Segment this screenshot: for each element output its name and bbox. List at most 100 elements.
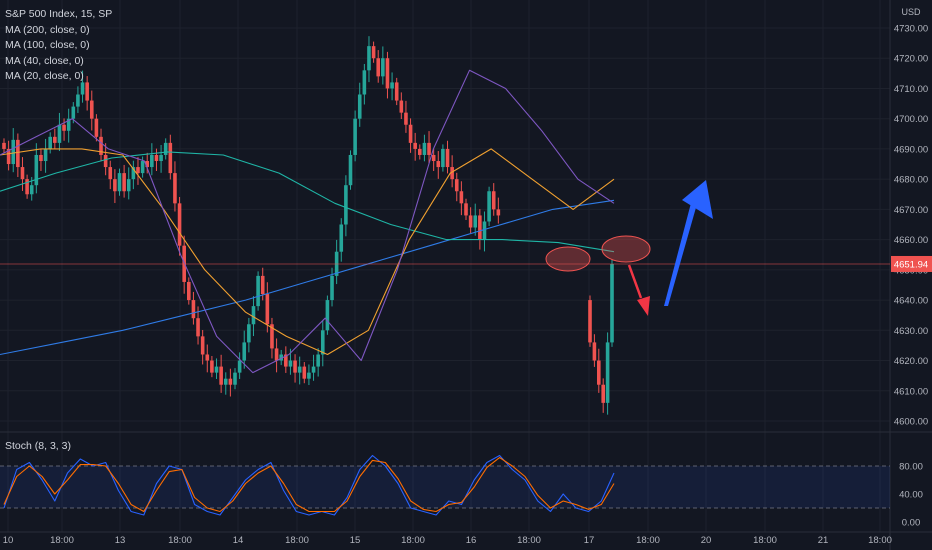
candle-body: [196, 318, 200, 337]
candle-body: [200, 336, 205, 355]
time-axis[interactable]: 10 18:00 13 18:00 14 18:00 15 18:00 16 18:00 17 18:…: [3, 535, 892, 546]
candle-body: [362, 70, 367, 95]
stoch-line-0: [3, 454, 615, 516]
ma-line-0: [0, 199, 615, 356]
candle-body: [242, 342, 247, 361]
candle-body: [478, 215, 482, 240]
price-tick-label: 4630.00: [894, 326, 928, 337]
candle-body: [381, 58, 385, 77]
stoch-tick-label: 0.00: [902, 518, 921, 529]
candle-body: [330, 275, 334, 301]
support-ellipse-left: [545, 246, 591, 272]
candle-body: [597, 360, 601, 385]
time-tick-label: 18:00: [868, 535, 892, 546]
candle-body: [11, 139, 16, 165]
candle-body: [62, 124, 66, 131]
candle-body: [394, 82, 399, 101]
red-arrow-head: [637, 296, 650, 316]
price-tick-label: 4610.00: [894, 386, 928, 397]
candle-body: [140, 161, 145, 174]
candle-body: [80, 82, 85, 95]
candle-body: [610, 263, 614, 343]
time-tick-label: 18:00: [50, 535, 74, 546]
candle-body: [177, 203, 182, 246]
price-tick-label: 4720.00: [894, 54, 928, 65]
time-tick-label: 20: [701, 535, 712, 546]
stoch-tick-label: 80.00: [899, 462, 923, 473]
candle-body: [464, 203, 468, 216]
candle-body: [2, 142, 6, 149]
price-tick-label: 4730.00: [894, 24, 928, 35]
candle-body: [145, 161, 150, 168]
candle-body: [251, 306, 256, 325]
candle-body: [57, 124, 62, 143]
red-arrow-shaft: [627, 264, 643, 299]
candle-body: [487, 191, 491, 222]
candle-body: [210, 360, 214, 373]
blue-arrow-head: [682, 180, 713, 219]
price-tick-label: 4690.00: [894, 144, 928, 155]
candle-body: [422, 142, 427, 155]
time-tick-label: 10: [3, 535, 14, 546]
stoch-legend: Stoch (8, 3, 3): [5, 440, 71, 452]
price-tick-label: 4640.00: [894, 296, 928, 307]
candle-body: [325, 300, 330, 331]
candle-body: [588, 300, 592, 343]
price-tick-label: 4620.00: [894, 356, 928, 367]
price-tick-label: 4660.00: [894, 235, 928, 246]
candle-body: [605, 342, 610, 403]
candle-body: [274, 348, 279, 361]
candle-body: [103, 154, 108, 168]
price-tick-label: 4710.00: [894, 84, 928, 95]
candle-body: [214, 366, 219, 373]
time-tick-label: 18:00: [401, 535, 425, 546]
symbol-title: S&P 500 Index, 15, SP: [5, 8, 113, 20]
blue-arrow-shaft: [664, 203, 697, 306]
candle-body: [339, 224, 344, 252]
candle-body: [357, 94, 362, 119]
legend-ma100: MA (100, close, 0): [5, 39, 90, 51]
candle-body: [496, 209, 501, 216]
legend-ma20: MA (20, close, 0): [5, 70, 84, 82]
candle-body: [39, 154, 43, 162]
candle-body: [136, 167, 140, 174]
legend-ma40: MA (40, close, 0): [5, 54, 84, 67]
candle-body: [592, 342, 597, 361]
price-tick-label: 4700.00: [894, 114, 928, 125]
candle-body: [441, 148, 445, 168]
last-price-text: 4651.94: [894, 259, 928, 270]
candle-body: [205, 354, 210, 361]
candle-body: [353, 118, 357, 155]
candle-body: [126, 179, 131, 192]
candle-body: [450, 167, 454, 180]
price-axis[interactable]: USD 4600.00 4610.00 4620.00 4630.00 4640.00 46…: [891, 7, 932, 529]
candle-body: [6, 148, 11, 165]
candle-body: [265, 294, 270, 325]
candle-body: [29, 185, 34, 195]
time-tick-label: 18:00: [517, 535, 541, 546]
candle-body: [233, 372, 237, 385]
candle-body: [491, 191, 496, 210]
candle-body: [247, 324, 251, 343]
price-tick-label: 4600.00: [894, 417, 928, 428]
candle-body: [48, 136, 52, 149]
candle-body: [16, 139, 20, 168]
candle-body: [473, 215, 478, 228]
candle-body: [76, 94, 80, 107]
candle-body: [367, 46, 371, 71]
candle-body: [284, 354, 288, 367]
candle-body: [191, 300, 196, 319]
candle-body: [404, 112, 408, 125]
candle-body: [413, 142, 417, 149]
ma-line-2: [0, 148, 615, 356]
candle-body: [459, 191, 464, 204]
candle-body: [117, 173, 122, 192]
ma-line-1: [0, 151, 615, 253]
drawing-annotations[interactable]: [545, 180, 713, 316]
candle-body: [53, 136, 57, 143]
candle-body: [288, 360, 293, 367]
candle-body: [150, 154, 154, 168]
candle-body: [66, 118, 71, 131]
candle-body: [371, 46, 376, 59]
